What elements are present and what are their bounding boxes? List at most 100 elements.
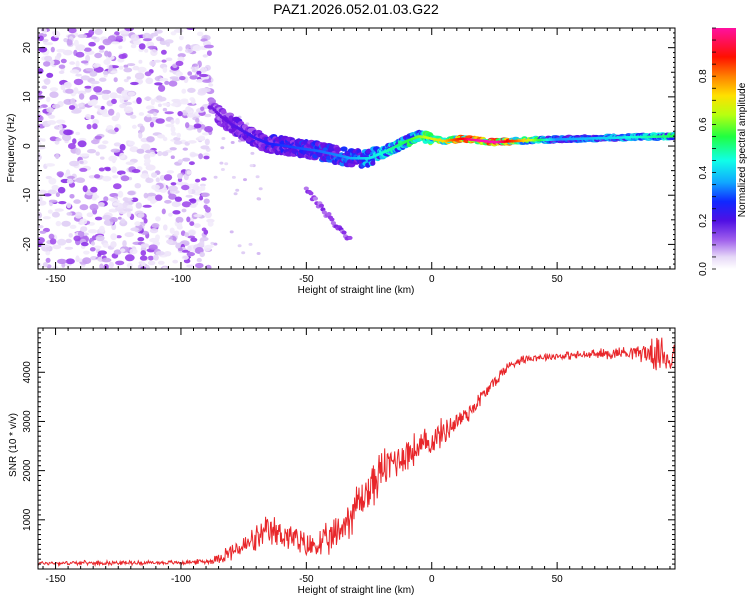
noise-blob (168, 193, 177, 200)
noise-blob (185, 194, 193, 198)
noise-blob (48, 177, 57, 185)
noise-blob (86, 124, 92, 130)
noise-blob (108, 261, 115, 269)
noise-blob (166, 170, 175, 174)
noise-blob (75, 60, 80, 68)
noise-blob (100, 156, 105, 160)
noise-blob (137, 66, 147, 73)
noise-blob (85, 68, 95, 72)
noise-blob (109, 217, 118, 223)
noise-blob (80, 60, 89, 64)
noise-blob (118, 45, 123, 50)
noise-blob (57, 186, 66, 194)
noise-blob (38, 137, 43, 142)
noise-blob (189, 75, 198, 80)
noise-blob (143, 218, 148, 224)
noise-blob (233, 192, 238, 196)
noise-blob (75, 51, 85, 58)
noise-blob (182, 157, 191, 162)
noise-blob (117, 190, 124, 198)
noise-blob (125, 161, 135, 165)
noise-blob (201, 227, 207, 232)
noise-blob (117, 58, 125, 63)
noise-blob (175, 71, 183, 77)
noise-blob (208, 83, 214, 87)
noise-blob (79, 167, 88, 172)
noise-blob (77, 230, 85, 238)
noise-blob (123, 101, 132, 106)
noise-blob (187, 140, 197, 144)
noise-blob (155, 194, 163, 201)
noise-blob (148, 244, 158, 250)
noise-blob (79, 160, 84, 164)
noise-blob (149, 228, 159, 234)
noise-blob (188, 230, 196, 236)
noise-blob (171, 102, 178, 107)
noise-blob (257, 197, 262, 201)
noise-blob (119, 97, 125, 104)
y-tick-label: 20 (22, 42, 33, 54)
noise-blob (109, 193, 119, 198)
noise-blob (182, 147, 188, 151)
branch-blob (326, 212, 332, 216)
noise-blob (181, 255, 189, 260)
noise-blob (150, 49, 158, 56)
noise-blob (158, 84, 166, 92)
noise-blob (47, 120, 57, 125)
noise-blob (189, 204, 197, 208)
ridge-blob (220, 109, 227, 115)
noise-blob (157, 150, 163, 157)
noise-blob (38, 237, 45, 244)
noise-blob (206, 50, 212, 56)
noise-blob (99, 225, 105, 233)
noise-blob (115, 35, 123, 40)
noise-blob (85, 113, 92, 120)
noise-blob (73, 39, 79, 47)
noise-blob (68, 233, 73, 238)
noise-blob (78, 93, 85, 100)
noise-blob (86, 212, 94, 218)
noise-blob (145, 105, 155, 110)
noise-blob (229, 230, 234, 234)
colorbar-label: Normalized spectral amplitude (737, 82, 748, 217)
branch-blob (308, 191, 314, 196)
noise-blob (55, 192, 61, 198)
branch-blob (347, 235, 353, 240)
noise-blob (38, 262, 42, 267)
noise-blob (89, 70, 98, 77)
noise-blob (77, 34, 88, 39)
noise-blob (144, 48, 149, 53)
noise-blob (177, 247, 183, 252)
noise-blob (38, 146, 46, 150)
noise-blob (123, 67, 133, 73)
noise-blob (203, 44, 214, 49)
noise-blob (173, 230, 180, 236)
noise-blob (164, 199, 172, 204)
noise-blob (92, 123, 98, 130)
noise-blob (199, 73, 209, 78)
noise-blob (130, 34, 139, 42)
noise-blob (110, 70, 118, 74)
noise-blob (213, 175, 218, 179)
spectrogram-x-label: Height of straight line (km) (298, 285, 415, 296)
noise-blob (90, 256, 98, 261)
noise-blob (200, 185, 206, 191)
noise-blob (152, 112, 158, 117)
noise-blob (82, 185, 88, 193)
noise-blob (75, 131, 81, 136)
noise-blob (170, 31, 177, 36)
noise-blob (57, 258, 67, 264)
noise-blob (150, 98, 155, 106)
noise-blob (60, 84, 66, 91)
noise-blob (145, 77, 154, 85)
noise-blob (38, 225, 44, 229)
noise-blob (95, 234, 105, 242)
noise-blob (177, 173, 183, 179)
noise-blob (120, 218, 126, 224)
noise-blob (164, 111, 174, 115)
noise-blob (122, 197, 129, 202)
ridge-blob (340, 146, 348, 152)
noise-blob (177, 222, 183, 229)
noise-blob (38, 141, 42, 146)
